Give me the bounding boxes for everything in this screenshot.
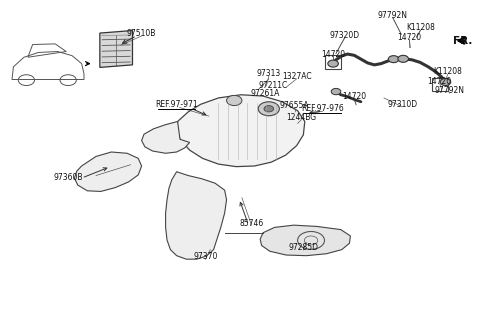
Text: FR.: FR. bbox=[453, 36, 472, 46]
Text: 97360B: 97360B bbox=[53, 173, 83, 182]
Text: 14720: 14720 bbox=[321, 50, 345, 59]
Text: 97320D: 97320D bbox=[330, 31, 360, 40]
Text: REF.97-971: REF.97-971 bbox=[156, 100, 198, 109]
Bar bbox=[325, 55, 341, 69]
Circle shape bbox=[398, 55, 408, 62]
Text: 97510B: 97510B bbox=[127, 29, 156, 38]
Text: K11208: K11208 bbox=[433, 67, 462, 76]
Text: 97285D: 97285D bbox=[288, 243, 318, 252]
Text: 97370: 97370 bbox=[193, 252, 217, 261]
Circle shape bbox=[440, 79, 451, 86]
Polygon shape bbox=[260, 225, 350, 256]
Circle shape bbox=[328, 60, 338, 67]
Text: REF.97-976: REF.97-976 bbox=[301, 104, 344, 113]
Text: 85746: 85746 bbox=[240, 219, 264, 228]
Text: 97261A: 97261A bbox=[250, 89, 280, 98]
Text: 14720: 14720 bbox=[428, 77, 452, 86]
Text: 14720: 14720 bbox=[397, 33, 421, 42]
Polygon shape bbox=[100, 31, 132, 67]
Text: 14720: 14720 bbox=[342, 93, 366, 101]
Text: 97211C: 97211C bbox=[258, 81, 287, 90]
Bar bbox=[432, 78, 448, 91]
Text: 1327AC: 1327AC bbox=[282, 72, 312, 81]
Text: 97792N: 97792N bbox=[434, 86, 464, 95]
Text: 97313: 97313 bbox=[257, 69, 281, 78]
Polygon shape bbox=[166, 172, 227, 259]
Circle shape bbox=[388, 56, 399, 63]
Circle shape bbox=[264, 106, 274, 112]
Text: K11208: K11208 bbox=[406, 24, 435, 32]
Circle shape bbox=[258, 102, 279, 116]
Text: 97792N: 97792N bbox=[378, 11, 408, 20]
Polygon shape bbox=[74, 152, 142, 191]
Text: 1244BG: 1244BG bbox=[287, 113, 316, 121]
Text: 97310D: 97310D bbox=[387, 100, 417, 109]
Polygon shape bbox=[177, 95, 305, 167]
Circle shape bbox=[227, 95, 242, 106]
Polygon shape bbox=[142, 121, 190, 153]
Text: 97655A: 97655A bbox=[280, 101, 310, 110]
Circle shape bbox=[331, 88, 341, 95]
